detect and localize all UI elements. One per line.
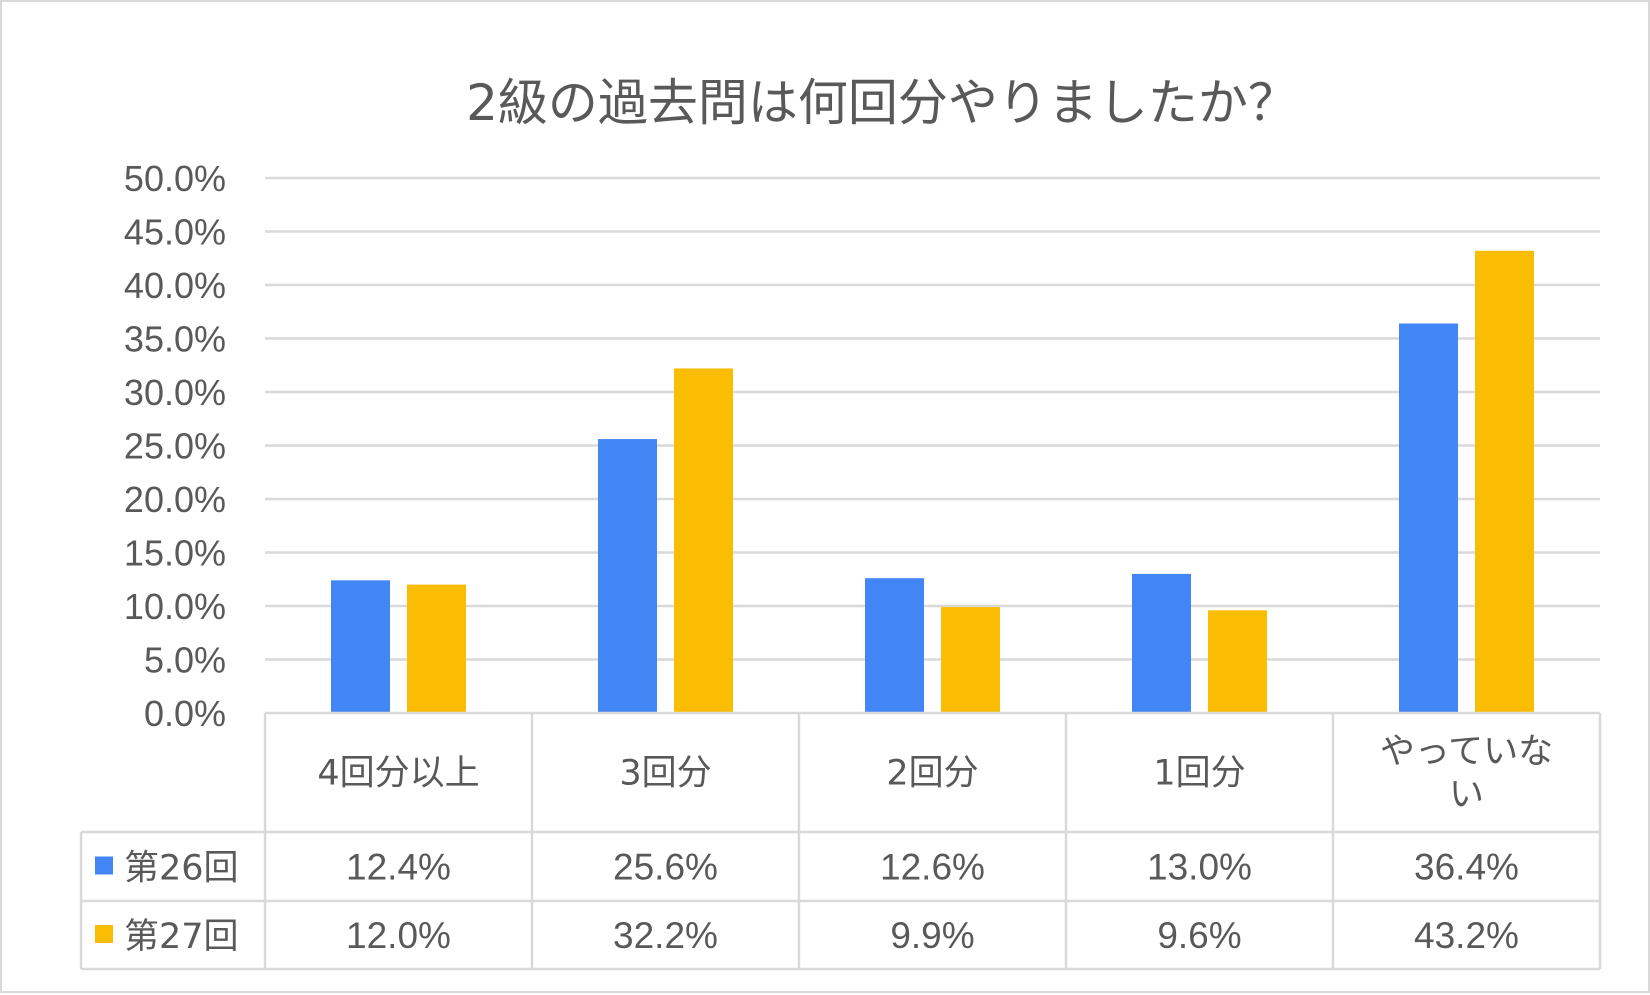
data-label-2-1: 12.0% <box>346 915 451 956</box>
data-label-2-2: 32.2% <box>613 915 718 956</box>
bar-2-1 <box>407 584 466 713</box>
y-tick-label: 0.0% <box>144 693 226 734</box>
bar-2-2 <box>674 368 733 713</box>
chart-title: 2級の過去問は何回分やりましたか？ <box>466 74 1298 132</box>
data-label-2-4: 9.6% <box>1157 915 1241 956</box>
bar-1-4 <box>1132 573 1191 713</box>
bar-2-3 <box>941 607 1000 713</box>
bar-1-3 <box>865 578 924 713</box>
gridlines <box>265 176 1600 661</box>
legend-label-2: 第27回 <box>124 917 239 957</box>
data-label-1-5: 36.4% <box>1414 847 1519 888</box>
category-label: 1回分 <box>1153 754 1245 794</box>
y-axis-ticks: 0.0% 5.0% 10.0% 15.0% 20.0% 25.0% 30.0% 35.0% 40… <box>124 158 226 734</box>
y-tick-label: 10.0% <box>124 586 226 627</box>
category-label: 3回分 <box>619 754 711 794</box>
bar-1-5 <box>1399 323 1458 713</box>
y-tick-label: 50.0% <box>124 158 226 199</box>
category-label: やっていない <box>1380 732 1553 815</box>
y-tick-label: 15.0% <box>124 533 226 574</box>
y-tick-label: 25.0% <box>124 426 226 467</box>
data-label-2-3: 9.9% <box>890 915 974 956</box>
legend-label-1: 第26回 <box>124 849 239 889</box>
data-label-1-3: 12.6% <box>880 847 985 888</box>
data-label-1-2: 25.6% <box>613 847 718 888</box>
data-label-1-1: 12.4% <box>346 847 451 888</box>
y-tick-label: 35.0% <box>124 319 226 360</box>
y-tick-label: 30.0% <box>124 372 226 413</box>
y-tick-label: 45.0% <box>124 212 226 253</box>
y-tick-label: 40.0% <box>124 265 226 306</box>
legend-swatch-2 <box>95 925 113 943</box>
category-label: 2回分 <box>886 754 978 794</box>
category-label: 4回分以上 <box>317 754 479 794</box>
bar-2-5 <box>1475 250 1534 713</box>
bars <box>331 250 1534 713</box>
data-label-1-4: 13.0% <box>1147 847 1252 888</box>
bar-1-2 <box>598 439 657 713</box>
legend-swatch-1 <box>95 856 113 875</box>
y-tick-label: 5.0% <box>144 640 226 681</box>
data-label-2-5: 43.2% <box>1414 915 1519 956</box>
bar-2-4 <box>1208 610 1267 713</box>
bar-1-1 <box>331 580 390 713</box>
y-tick-label: 20.0% <box>124 479 226 520</box>
